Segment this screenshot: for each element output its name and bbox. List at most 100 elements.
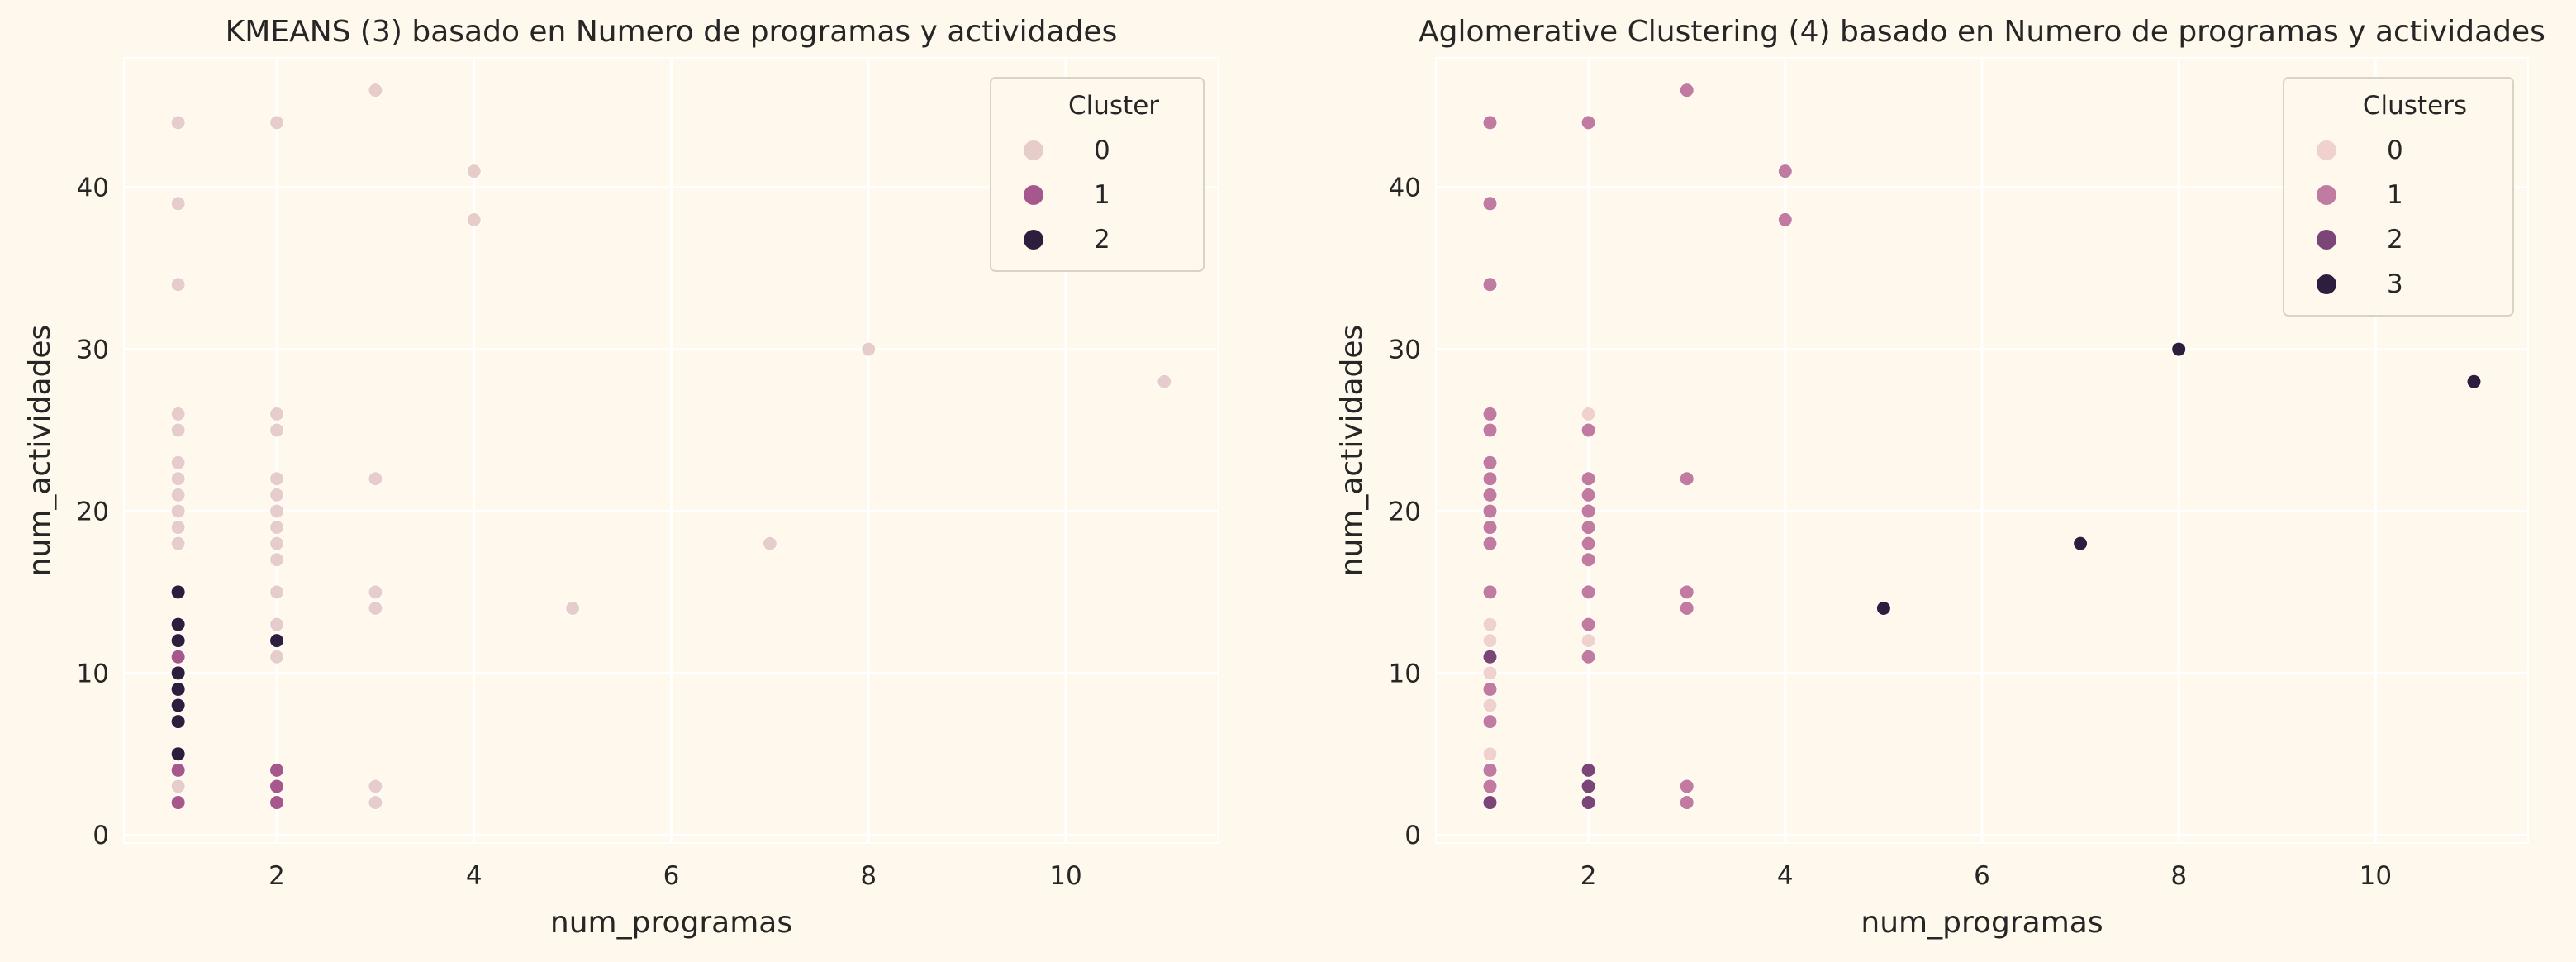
legend-title: Cluster [1068, 91, 1159, 121]
data-point-cluster-0 [368, 584, 383, 600]
x-tick-label: 8 [860, 861, 877, 891]
legend-marker [2317, 230, 2336, 250]
data-point-cluster-1 [1482, 779, 1498, 794]
data-point-cluster-1 [1580, 617, 1596, 632]
x-tick-label: 8 [2170, 861, 2187, 891]
chart-title: KMEANS (3) basado en Numero de programas… [226, 15, 1118, 49]
legend-marker [2317, 274, 2336, 294]
data-point-cluster-0 [170, 779, 186, 794]
data-point-cluster-2 [1580, 779, 1596, 794]
data-point-cluster-2 [1482, 795, 1498, 811]
data-point-cluster-3 [2466, 374, 2482, 389]
data-point-cluster-1 [1580, 520, 1596, 536]
y-tick-label: 0 [1404, 821, 1421, 850]
data-point-cluster-0 [170, 455, 186, 470]
y-axis-label: num_actividades [1335, 325, 1369, 577]
x-axis-label: num_programas [550, 906, 792, 940]
data-point-cluster-0 [466, 212, 482, 227]
data-point-cluster-2 [170, 584, 186, 600]
data-point-cluster-2 [170, 714, 186, 730]
data-point-cluster-0 [170, 277, 186, 293]
data-point-cluster-0 [861, 341, 877, 357]
legend: Clusters 0 1 2 3 [2283, 77, 2514, 317]
data-point-cluster-1 [1679, 584, 1694, 600]
data-point-cluster-1 [1679, 600, 1694, 616]
y-tick-label: 10 [77, 659, 109, 688]
data-point-cluster-1 [170, 762, 186, 778]
data-point-cluster-0 [368, 795, 383, 811]
data-point-cluster-0 [269, 487, 285, 502]
data-point-cluster-1 [1482, 422, 1498, 438]
x-tick-label: 10 [1049, 861, 1081, 891]
chart-title: Aglomerative Clustering (4) basado en Nu… [1419, 15, 2545, 49]
data-point-cluster-2 [170, 633, 186, 649]
data-point-cluster-0 [269, 536, 285, 551]
data-point-cluster-0 [1482, 633, 1498, 649]
data-point-cluster-0 [1482, 665, 1498, 681]
data-point-cluster-1 [269, 779, 285, 794]
legend: Cluster 0 1 2 [990, 77, 1205, 272]
data-point-cluster-0 [170, 196, 186, 212]
data-point-cluster-1 [1482, 115, 1498, 131]
legend-box [990, 77, 1205, 272]
data-point-cluster-1 [1482, 277, 1498, 293]
legend-label: 2 [1094, 225, 1110, 255]
data-point-cluster-2 [269, 633, 285, 649]
data-point-cluster-1 [1580, 503, 1596, 519]
data-point-cluster-1 [1482, 584, 1498, 600]
data-point-cluster-0 [1482, 746, 1498, 762]
y-tick-label: 40 [1389, 174, 1421, 203]
legend-label: 0 [1094, 136, 1110, 165]
data-point-cluster-1 [1482, 536, 1498, 551]
data-point-cluster-2 [1580, 795, 1596, 811]
data-point-cluster-0 [170, 406, 186, 421]
data-point-cluster-1 [1679, 471, 1694, 487]
y-tick-label: 30 [1389, 336, 1421, 365]
legend-label: 2 [2387, 225, 2403, 255]
data-point-cluster-0 [368, 600, 383, 616]
data-point-cluster-0 [170, 115, 186, 131]
data-point-cluster-0 [170, 503, 186, 519]
x-tick-label: 2 [269, 861, 285, 891]
x-axis-label: num_programas [1861, 906, 2103, 940]
data-point-cluster-1 [1482, 762, 1498, 778]
data-point-cluster-0 [466, 164, 482, 179]
data-point-cluster-0 [170, 487, 186, 502]
legend-marker [1024, 185, 1043, 205]
data-point-cluster-1 [1482, 455, 1498, 470]
legend-marker [1024, 230, 1043, 250]
data-point-cluster-0 [170, 422, 186, 438]
data-point-cluster-0 [269, 584, 285, 600]
data-point-cluster-2 [170, 746, 186, 762]
data-point-cluster-1 [1580, 471, 1596, 487]
data-point-cluster-0 [269, 552, 285, 568]
data-point-cluster-0 [1157, 374, 1172, 389]
data-point-cluster-0 [170, 520, 186, 536]
data-point-cluster-0 [269, 406, 285, 421]
data-point-cluster-3 [1875, 600, 1891, 616]
data-point-cluster-1 [1482, 487, 1498, 502]
data-point-cluster-3 [2073, 536, 2089, 551]
y-tick-label: 0 [93, 821, 109, 850]
data-point-cluster-1 [1482, 196, 1498, 212]
y-tick-label: 10 [1389, 659, 1421, 688]
x-tick-label: 6 [663, 861, 680, 891]
y-tick-label: 30 [77, 336, 109, 365]
data-point-cluster-0 [1482, 698, 1498, 713]
data-point-cluster-1 [1482, 406, 1498, 421]
data-point-cluster-1 [1482, 503, 1498, 519]
data-point-cluster-1 [1482, 714, 1498, 730]
legend-title: Clusters [2363, 91, 2467, 121]
x-tick-label: 4 [466, 861, 482, 891]
data-point-cluster-0 [1482, 617, 1498, 632]
data-point-cluster-1 [1777, 212, 1793, 227]
y-axis-label: num_actividades [23, 325, 57, 577]
data-point-cluster-0 [269, 471, 285, 487]
y-tick-label: 20 [1389, 497, 1421, 526]
data-point-cluster-0 [269, 503, 285, 519]
data-point-cluster-1 [1679, 795, 1694, 811]
data-point-cluster-0 [565, 600, 581, 616]
data-point-cluster-0 [170, 536, 186, 551]
data-point-cluster-1 [1482, 520, 1498, 536]
